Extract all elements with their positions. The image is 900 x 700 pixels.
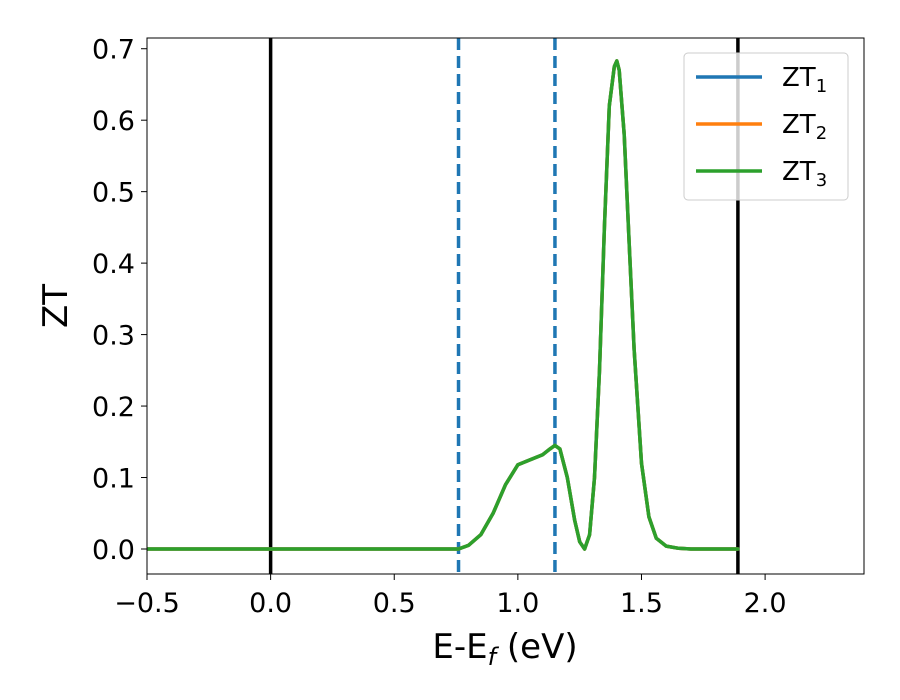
- y-tick-label: 0.7: [92, 35, 135, 66]
- legend-label-2: ZT2: [782, 110, 827, 144]
- y-tick-label: 0.0: [92, 535, 135, 566]
- x-tick-label: −0.5: [114, 588, 180, 619]
- y-tick-label: 0.6: [92, 106, 135, 137]
- y-tick-label: 0.2: [92, 392, 135, 423]
- legend-label-1: ZT1: [782, 63, 827, 97]
- series-line-3: [147, 59, 740, 551]
- x-axis-title: E-Ef (eV): [432, 627, 577, 671]
- x-tick-label: 0.5: [373, 588, 416, 619]
- plot-frame: [146, 37, 865, 575]
- y-tick-label: 0.5: [92, 178, 135, 209]
- x-tick-label: 2.0: [744, 588, 787, 619]
- x-axis-ticks: −0.5 0.0 0.5 1.0 1.5 2.0: [114, 574, 787, 619]
- legend: ZT1 ZT2 ZT3: [683, 52, 849, 201]
- y-axis-ticks: 0.0 0.1 0.2 0.3 0.4 0.5 0.6 0.7: [92, 35, 147, 566]
- x-tick-label: 1.5: [620, 588, 663, 619]
- y-tick-label: 0.1: [92, 464, 135, 495]
- y-axis-title: ZT: [36, 284, 76, 328]
- y-tick-label: 0.4: [92, 249, 135, 280]
- legend-box: [683, 52, 849, 201]
- legend-label-3: ZT3: [782, 157, 827, 191]
- y-tick-label: 0.3: [92, 321, 135, 352]
- x-tick-label: 0.0: [249, 588, 292, 619]
- series-lines: [147, 59, 740, 551]
- x-tick-label: 1.0: [496, 588, 539, 619]
